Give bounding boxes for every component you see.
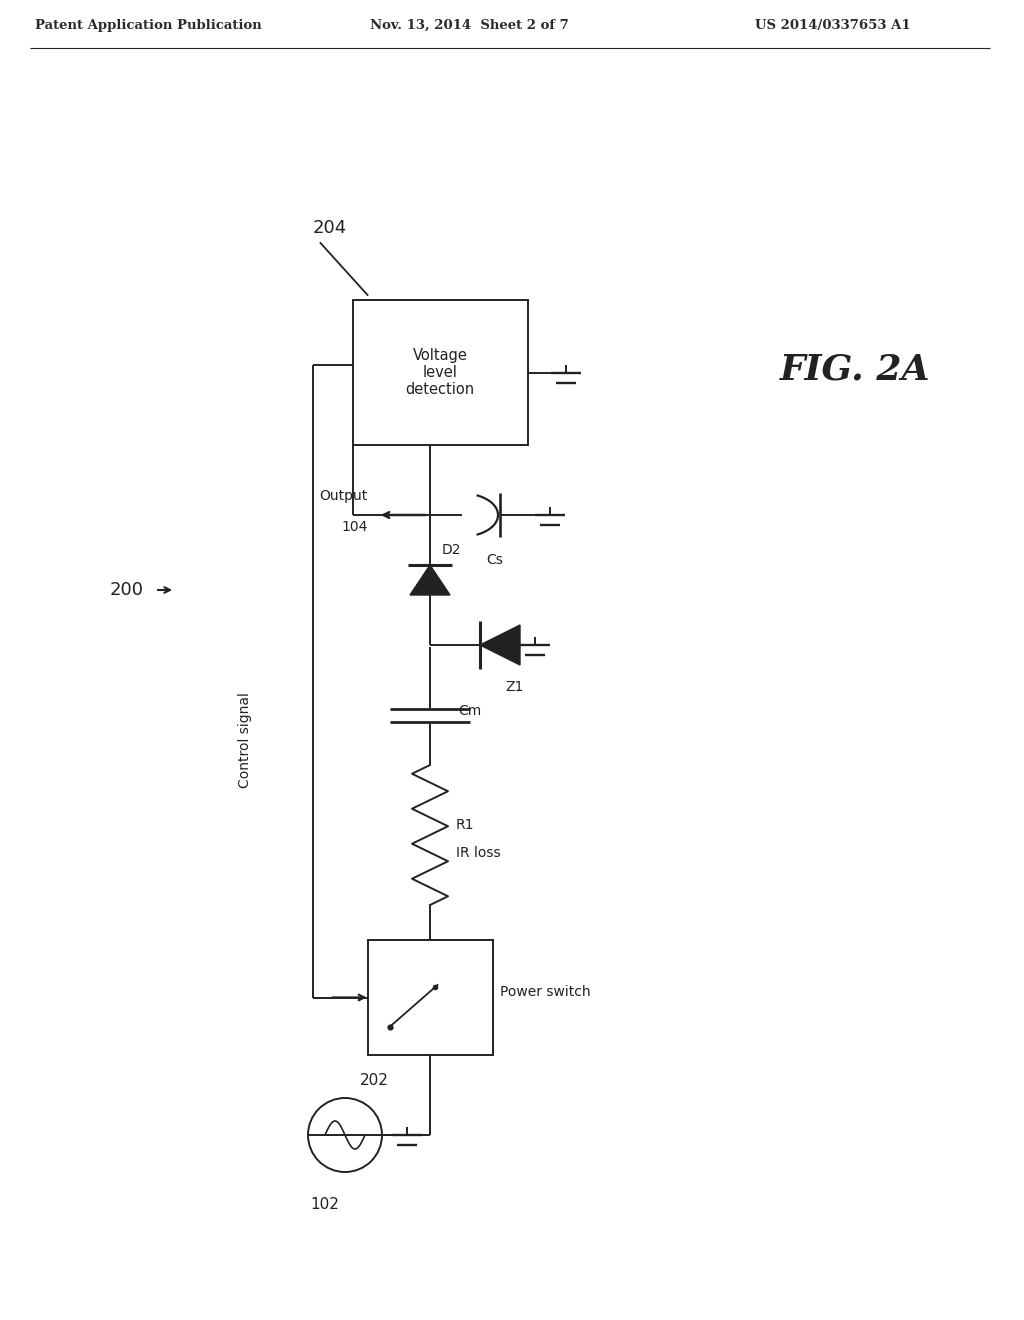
Text: 102: 102 <box>310 1197 339 1212</box>
Text: Voltage
level
detection: Voltage level detection <box>406 347 474 397</box>
Text: Output: Output <box>319 488 368 503</box>
Text: Control signal: Control signal <box>238 692 252 788</box>
Polygon shape <box>480 624 520 665</box>
Text: FIG. 2A: FIG. 2A <box>780 352 931 387</box>
Text: D2: D2 <box>442 543 462 557</box>
Text: 204: 204 <box>312 219 347 238</box>
Text: Cm: Cm <box>458 704 481 718</box>
Text: IR loss: IR loss <box>456 846 501 861</box>
Text: Z1: Z1 <box>505 680 523 694</box>
Text: 104: 104 <box>342 520 368 535</box>
Text: 202: 202 <box>359 1073 388 1088</box>
Text: Nov. 13, 2014  Sheet 2 of 7: Nov. 13, 2014 Sheet 2 of 7 <box>370 18 568 32</box>
Text: R1: R1 <box>456 818 474 832</box>
Bar <box>352 300 527 445</box>
Text: US 2014/0337653 A1: US 2014/0337653 A1 <box>755 18 910 32</box>
Text: Cs: Cs <box>486 553 504 568</box>
Text: Power switch: Power switch <box>501 986 591 999</box>
Polygon shape <box>410 565 450 595</box>
Bar <box>368 940 493 1055</box>
Text: 200: 200 <box>110 581 144 599</box>
Text: Patent Application Publication: Patent Application Publication <box>35 18 262 32</box>
